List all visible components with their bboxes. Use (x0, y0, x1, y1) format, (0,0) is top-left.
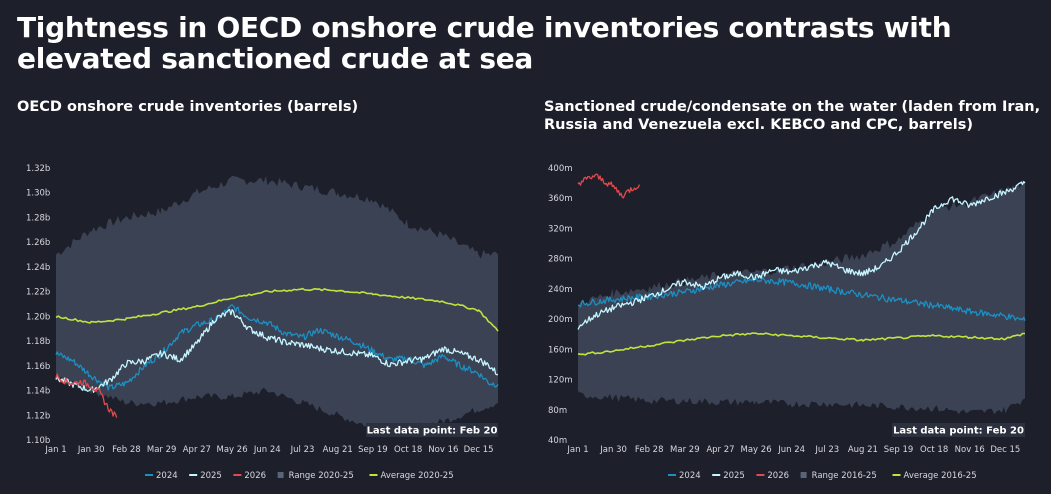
left-legend-label: 2024 (156, 471, 178, 481)
left-x-tick-label: Jan 30 (77, 445, 105, 455)
left-x-tick-label: Mar 29 (147, 445, 177, 455)
left-y-tick-label: 1.28b (26, 213, 50, 223)
right-chart: 40m 80m 120m 160m 200m 240m 280m 320m 360m 400m Ja… (548, 164, 1026, 481)
left-y-tick-label: 1.14b (26, 387, 50, 397)
right-y-tick-label: 280m (548, 255, 573, 265)
left-series-average-2020-25 (55, 287, 499, 332)
right-y-tick-label: 200m (548, 315, 573, 325)
left-x-tick-label: Nov 16 (428, 445, 458, 455)
right-x-tick-label: Nov 16 (955, 445, 985, 455)
right-y-tick-label: 80m (548, 406, 567, 416)
right-y-tick-label: 400m (548, 164, 573, 174)
left-y-tick-label: 1.16b (26, 362, 50, 372)
left-y-tick-label: 1.32b (26, 164, 50, 174)
right-note-box (892, 423, 1025, 437)
left-x-tick-label: May 26 (217, 445, 248, 455)
left-x-tick-label: Dec 15 (464, 445, 494, 455)
left-x-tick-label: Aug 21 (323, 445, 353, 455)
right-legend-label: 2025 (723, 471, 745, 481)
left-legend-label: 2025 (200, 471, 222, 481)
right-y-tick-label: 120m (548, 376, 573, 386)
right-y-tick-label: 240m (548, 285, 573, 295)
right-x-tick-label: Mar 29 (670, 445, 700, 455)
left-series-2024 (55, 304, 499, 391)
right-note-text: Last data point: Feb 20 (893, 426, 1024, 437)
left-y-tick-label: 1.26b (26, 238, 50, 248)
left-y-tick-label: 1.12b (26, 411, 50, 421)
left-y-tick-label: 1.22b (26, 288, 50, 298)
right-x-tick-label: Oct 18 (920, 445, 948, 455)
left-x-tick-label: Jul 23 (290, 445, 315, 455)
left-x-tick-label: Oct 18 (394, 445, 422, 455)
left-y-tick-label: 1.24b (26, 263, 50, 273)
right-x-tick-label: Jan 1 (566, 445, 588, 455)
left-legend-label: 2026 (244, 471, 266, 481)
left-range-band (56, 175, 498, 432)
left-x-tick-label: Jan 1 (44, 445, 66, 455)
right-x-tick-label: Dec 15 (990, 445, 1020, 455)
right-x-tick-label: Jan 30 (599, 445, 627, 455)
right-x-tick-label: Jul 23 (814, 445, 839, 455)
right-x-tick-label: Aug 21 (848, 445, 878, 455)
left-x-tick-label: Sep 19 (358, 445, 388, 455)
right-series-2024 (577, 276, 1026, 321)
right-y-tick-label: 360m (548, 194, 573, 204)
right-legend-label: Average 2016-25 (904, 471, 977, 481)
left-x-tick-label: Feb 28 (112, 445, 141, 455)
left-x-tick-label: Apr 27 (183, 445, 211, 455)
right-x-tick-label: Feb 28 (635, 445, 664, 455)
right-x-tick-label: Apr 27 (706, 445, 734, 455)
right-chart-title: Sanctioned crude/condensate on the water… (544, 99, 1041, 133)
right-y-tick-label: 40m (548, 436, 567, 446)
left-note-text: Last data point: Feb 20 (367, 426, 498, 437)
right-legend-label: Range 2016-25 (812, 471, 877, 481)
right-series-average-2016-25 (577, 332, 1025, 356)
left-chart: 1.10b 1.12b 1.14b 1.16b 1.18b 1.20b 1.22b 1.24b… (26, 164, 499, 481)
right-x-tick-label: May 26 (741, 445, 772, 455)
left-series-2025 (55, 308, 499, 394)
left-y-tick-label: 1.30b (26, 189, 50, 199)
left-y-tick-label: 1.20b (26, 312, 50, 322)
right-y-tick-label: 320m (548, 224, 573, 234)
right-legend-swatch (800, 472, 807, 478)
left-legend-swatch (277, 472, 284, 478)
main-title: Tightness in OECD onshore crude inventor… (17, 11, 952, 75)
right-legend-label: 2026 (767, 471, 789, 481)
right-x-tick-label: Sep 19 (884, 445, 914, 455)
right-series-2025 (577, 180, 1026, 330)
left-x-tick-label: Jun 24 (253, 445, 281, 455)
left-chart-title: OECD onshore crude inventories (barrels) (17, 99, 359, 115)
left-y-tick-label: 1.10b (26, 436, 50, 446)
left-legend-label: Range 2020-25 (289, 471, 354, 481)
right-y-tick-label: 160m (548, 345, 573, 355)
right-x-tick-label: Jun 24 (777, 445, 805, 455)
left-note-box (366, 423, 498, 437)
left-legend-label: Average 2020-25 (381, 471, 454, 481)
left-series-2026 (55, 373, 118, 418)
left-y-tick-label: 1.18b (26, 337, 50, 347)
right-legend-label: 2024 (679, 471, 701, 481)
right-series-2026 (577, 173, 641, 199)
